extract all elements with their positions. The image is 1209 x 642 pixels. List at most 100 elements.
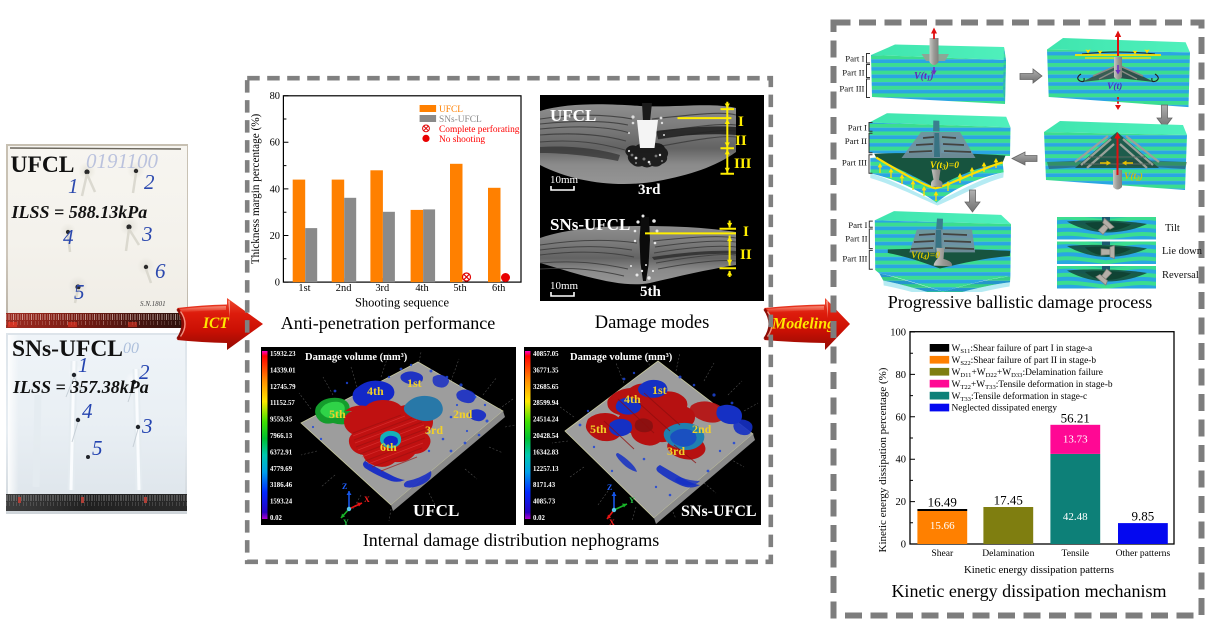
- svg-text:3rd: 3rd: [425, 423, 443, 437]
- svg-text:6: 6: [155, 259, 166, 283]
- svg-text:Neglected dissipated energy: Neglected dissipated energy: [952, 404, 1058, 414]
- svg-text:11152.57: 11152.57: [270, 400, 295, 407]
- svg-text:X: X: [609, 518, 615, 525]
- svg-text:0: 0: [275, 278, 280, 289]
- svg-text:1593.24: 1593.24: [270, 499, 293, 506]
- svg-text:Part II: Part II: [842, 68, 864, 78]
- svg-text:8171.43: 8171.43: [533, 482, 556, 489]
- svg-text:II: II: [740, 247, 752, 263]
- svg-text:4th: 4th: [624, 392, 641, 406]
- svg-text:WS22:Shear failure of part II: WS22:Shear failure of part II in stage-b: [952, 355, 1097, 367]
- svg-text:42.48: 42.48: [1063, 511, 1088, 523]
- svg-text:1: 1: [68, 174, 79, 198]
- svg-text:0: 0: [901, 540, 906, 551]
- svg-text:Z: Z: [342, 482, 347, 491]
- svg-text:32685.65: 32685.65: [533, 384, 559, 391]
- svg-text:V(t3)=0: V(t3)=0: [930, 160, 959, 172]
- svg-text:V(t4)=0: V(t4)=0: [911, 250, 940, 262]
- svg-text:16.49: 16.49: [928, 495, 957, 510]
- svg-text:Shooting sequence: Shooting sequence: [355, 296, 450, 310]
- svg-text:I: I: [738, 114, 744, 130]
- svg-text:V(t1): V(t1): [914, 71, 934, 83]
- svg-text:1st: 1st: [652, 383, 667, 397]
- svg-text:14339.01: 14339.01: [270, 367, 296, 374]
- svg-text:Part II: Part II: [845, 234, 867, 244]
- svg-text:3: 3: [141, 414, 153, 438]
- svg-text:I: I: [743, 224, 749, 240]
- svg-text:3rd: 3rd: [638, 182, 661, 198]
- svg-text:4: 4: [82, 399, 93, 423]
- svg-text:60: 60: [896, 412, 907, 423]
- svg-text:Kinetic energy dissipation pat: Kinetic energy dissipation patterns: [964, 564, 1114, 576]
- svg-text:SNs-UFCL: SNs-UFCL: [681, 503, 757, 520]
- svg-text:0191100: 0191100: [86, 149, 158, 173]
- svg-text:III: III: [734, 156, 752, 172]
- svg-text:2: 2: [139, 360, 150, 384]
- svg-text:UFCL: UFCL: [413, 501, 459, 520]
- svg-text:Part III: Part III: [842, 158, 867, 168]
- svg-text:56.21: 56.21: [1061, 410, 1090, 425]
- svg-text:Modeling: Modeling: [771, 316, 835, 333]
- svg-text:2nd: 2nd: [453, 407, 473, 421]
- svg-text:X: X: [364, 495, 370, 504]
- svg-text:Y: Y: [629, 496, 635, 505]
- svg-text:20: 20: [896, 497, 907, 508]
- svg-text:6372.91: 6372.91: [270, 449, 293, 456]
- svg-text:Thickness margin percentage (%: Thickness margin percentage (%): [250, 114, 262, 265]
- svg-text:Part I: Part I: [848, 123, 867, 133]
- svg-text:5th: 5th: [453, 283, 467, 294]
- svg-text:No shooting: No shooting: [439, 135, 485, 145]
- svg-text:Other patterns: Other patterns: [1116, 548, 1171, 559]
- svg-text:40: 40: [896, 455, 907, 466]
- svg-text:15.66: 15.66: [930, 520, 955, 532]
- svg-text:2nd: 2nd: [692, 422, 712, 436]
- svg-text:ICT: ICT: [202, 315, 229, 332]
- svg-text:28599.94: 28599.94: [533, 400, 559, 407]
- svg-text:10mm: 10mm: [550, 174, 579, 186]
- svg-text:40: 40: [270, 184, 280, 195]
- svg-text:2nd: 2nd: [336, 283, 352, 294]
- svg-text:15932.23: 15932.23: [270, 351, 296, 358]
- svg-text:7966.13: 7966.13: [270, 433, 293, 440]
- svg-text:4779.69: 4779.69: [270, 466, 293, 473]
- svg-text:36771.35: 36771.35: [533, 367, 559, 374]
- svg-text:UFCL: UFCL: [439, 105, 463, 115]
- svg-text:Part I: Part I: [845, 54, 864, 64]
- svg-text:40857.05: 40857.05: [533, 351, 559, 358]
- svg-text:24514.24: 24514.24: [533, 417, 559, 424]
- svg-text:Part II: Part II: [845, 136, 867, 146]
- svg-text:13.73: 13.73: [1063, 434, 1088, 446]
- svg-text:3: 3: [141, 222, 153, 246]
- svg-text:Part III: Part III: [842, 254, 867, 264]
- svg-text:Tensile: Tensile: [1062, 548, 1090, 559]
- svg-text:6th: 6th: [380, 440, 397, 454]
- svg-text:3186.46: 3186.46: [270, 482, 293, 489]
- svg-text:Shear: Shear: [931, 548, 954, 559]
- svg-text:WT22+WT33:Tensile deformation: WT22+WT33:Tensile deformation in stage-b: [952, 379, 1113, 391]
- svg-text:WD11+WD22+WD33:Delamination fa: WD11+WD22+WD33:Delamination failure: [952, 367, 1103, 379]
- svg-text:Part III: Part III: [839, 84, 864, 94]
- svg-text:WT33:Tensile deformation in st: WT33:Tensile deformation in stage-c: [952, 391, 1088, 403]
- svg-text:II: II: [735, 133, 747, 149]
- svg-text:5th: 5th: [329, 407, 346, 421]
- svg-text:SNs-UFCL: SNs-UFCL: [550, 215, 630, 234]
- svg-text:1: 1: [78, 353, 89, 377]
- svg-text:6th: 6th: [492, 283, 506, 294]
- svg-text:Lie down: Lie down: [1162, 246, 1203, 257]
- svg-text:Part I: Part I: [848, 220, 867, 230]
- svg-text:5: 5: [92, 436, 103, 460]
- svg-text:80: 80: [270, 91, 280, 102]
- svg-text:S.N.1801: S.N.1801: [140, 300, 166, 308]
- svg-text:UFCL: UFCL: [550, 106, 596, 125]
- svg-text:Delamination: Delamination: [982, 548, 1034, 559]
- svg-text:60: 60: [270, 138, 280, 149]
- svg-text:16342.83: 16342.83: [533, 449, 559, 456]
- svg-text:SNs-UFCL: SNs-UFCL: [439, 115, 482, 125]
- svg-text:0.02: 0.02: [270, 515, 282, 522]
- svg-text:9.85: 9.85: [1132, 509, 1155, 524]
- svg-text:1st: 1st: [298, 283, 310, 294]
- svg-text:Tilt: Tilt: [1165, 223, 1180, 234]
- svg-text:Damage volume (mm³): Damage volume (mm³): [305, 352, 408, 363]
- svg-text:5th: 5th: [640, 284, 661, 300]
- svg-text:1st: 1st: [407, 376, 422, 390]
